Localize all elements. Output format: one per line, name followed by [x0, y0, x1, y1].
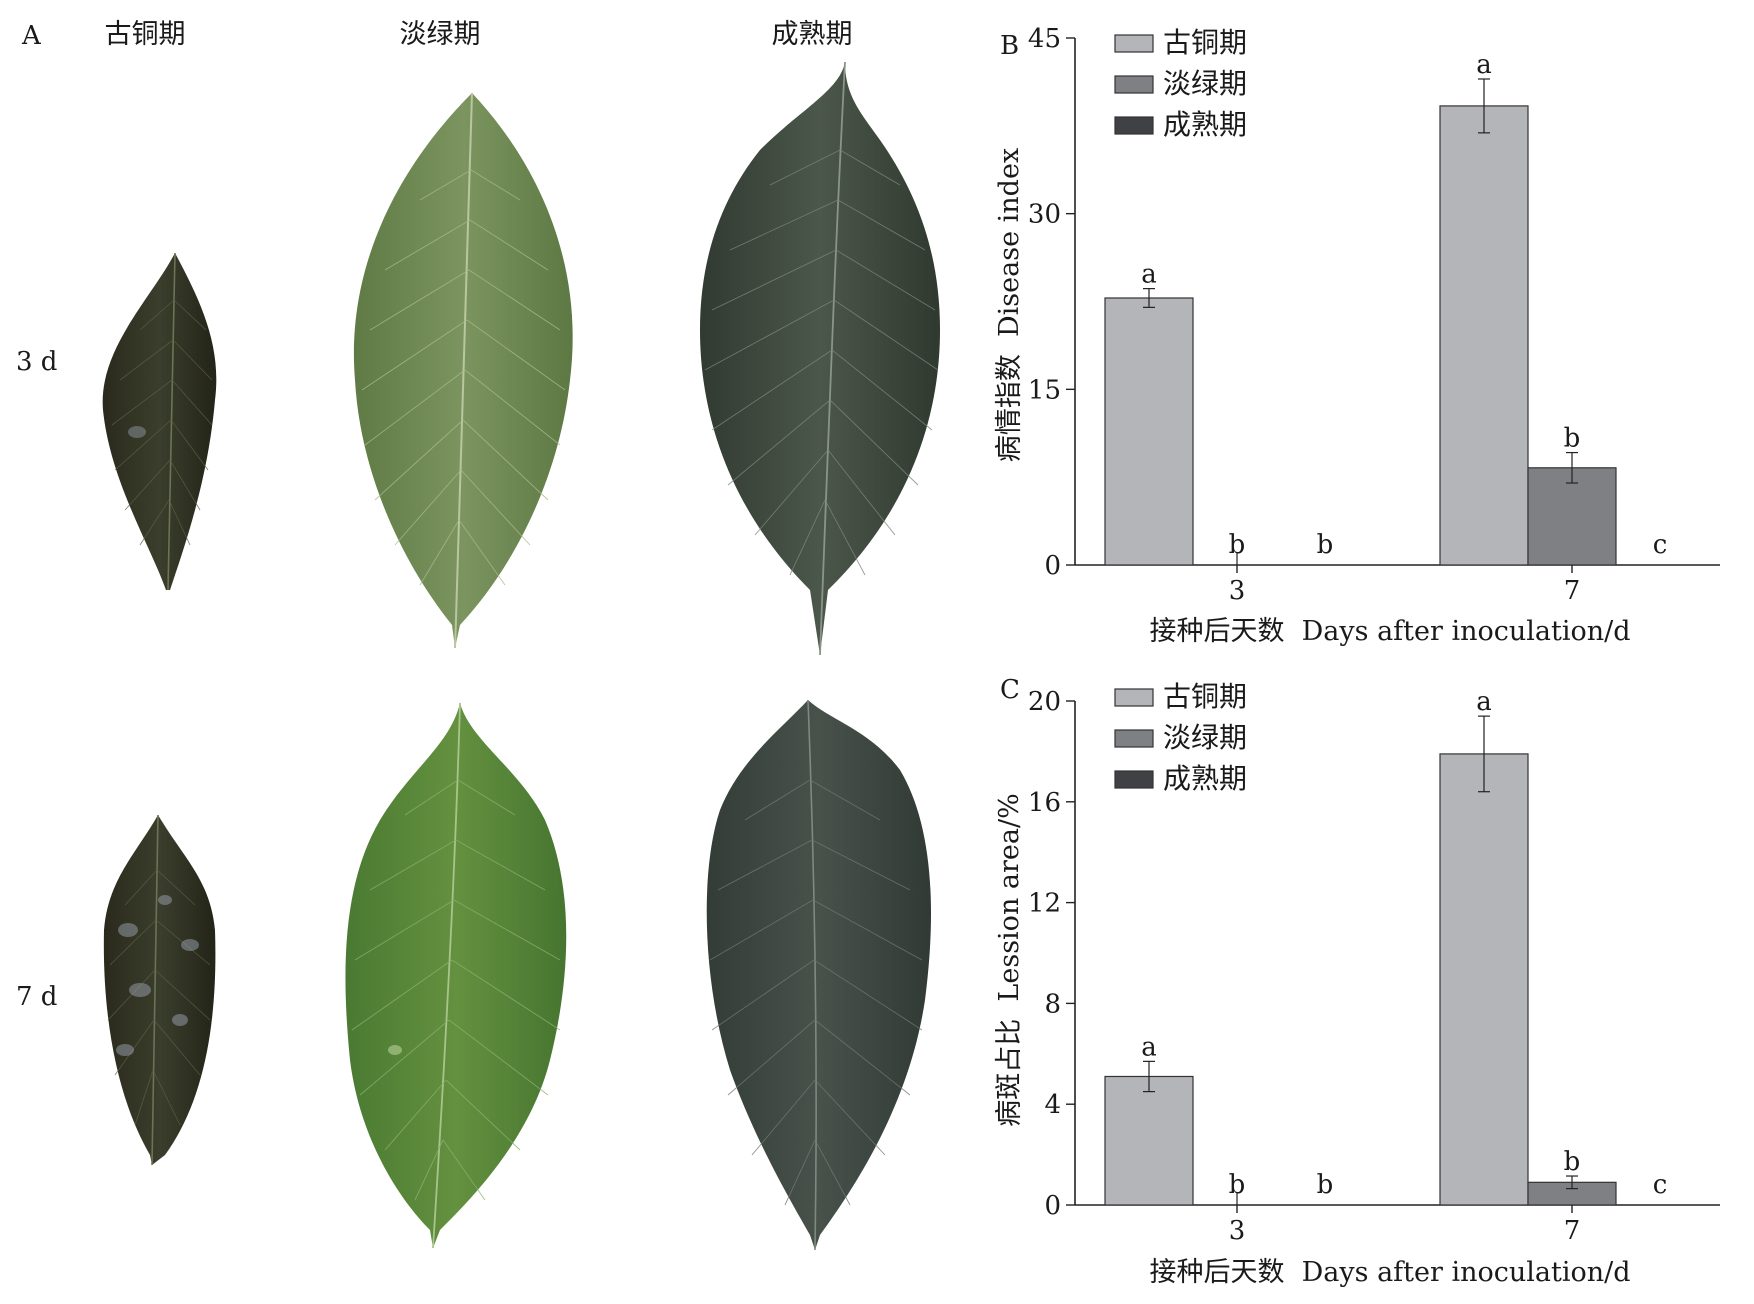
bar-古铜期-3	[1104, 1075, 1194, 1206]
significance-letter: b	[1317, 530, 1334, 560]
legend-swatch-成熟期	[1114, 770, 1154, 789]
panel-label-a: A	[21, 21, 42, 51]
bar-古铜期-7	[1439, 105, 1529, 566]
leaf-bronze-3d	[102, 252, 217, 591]
x-tick-label: 7	[1564, 576, 1581, 606]
leaf-light-green-7d	[345, 702, 567, 1249]
legend-swatch-古铜期	[1114, 34, 1154, 53]
disease-index-chart: B 0 15 30 45 a b b 3 a b c 7 接种后天数 Days after inocul…	[990, 0, 1754, 660]
legend-label: 古铜期	[1163, 26, 1247, 59]
x-tick-label: 7	[1564, 1216, 1581, 1246]
y-tick-label: 30	[1028, 200, 1061, 230]
legend-swatch-古铜期	[1114, 688, 1154, 707]
legend-label: 古铜期	[1163, 680, 1247, 713]
legend-label: 淡绿期	[1163, 67, 1247, 100]
legend-swatch-成熟期	[1114, 116, 1154, 135]
x-axis-label: 接种后天数 Days after inoculation/d	[1149, 616, 1630, 647]
significance-letter: b	[1564, 424, 1581, 454]
legend-label: 成熟期	[1163, 108, 1247, 141]
significance-letter: b	[1229, 1170, 1246, 1200]
leaf-mature-3d	[700, 61, 940, 656]
y-tick-label: 0	[1044, 551, 1061, 581]
bar-古铜期-3	[1104, 297, 1194, 566]
y-tick-label: 4	[1044, 1090, 1061, 1120]
y-tick-label: 12	[1028, 889, 1061, 919]
significance-letter: b	[1317, 1170, 1334, 1200]
column-label-mature: 成熟期	[772, 19, 853, 50]
significance-letter: a	[1476, 50, 1492, 80]
leaf-photo-panel: A 古铜期 淡绿期 成熟期 3 d 7 d	[16, 19, 940, 1251]
y-axis-label: 病斑占比 Lession area/%	[994, 793, 1025, 1126]
row-label-7d: 7 d	[16, 982, 57, 1012]
significance-letter: b	[1564, 1147, 1581, 1177]
y-tick-label: 20	[1028, 687, 1061, 717]
column-label-light-green: 淡绿期	[400, 19, 481, 50]
y-tick-label: 45	[1028, 24, 1061, 54]
legend-label: 成熟期	[1163, 762, 1247, 795]
lesion-area-chart: C 0 4 8 12 16 20 a b b 3 a b c 7 接种后天数 Days after inoc…	[990, 660, 1754, 1300]
legend-label: 淡绿期	[1163, 721, 1247, 754]
y-axis-label: 病情指数 Disease index	[994, 148, 1025, 462]
x-tick-label: 3	[1229, 1216, 1246, 1246]
column-label-bronze: 古铜期	[105, 19, 186, 50]
x-tick-label: 3	[1229, 576, 1246, 606]
significance-letter: a	[1141, 1032, 1157, 1062]
leaf-mature-7d	[706, 699, 932, 1251]
y-tick-label: 15	[1028, 375, 1061, 405]
bar-淡绿期-7	[1527, 467, 1617, 566]
significance-letter: b	[1229, 530, 1246, 560]
x-axis-label: 接种后天数 Days after inoculation/d	[1149, 1257, 1630, 1288]
leaf-light-green-3d	[353, 92, 573, 649]
bar-古铜期-7	[1439, 753, 1529, 1206]
legend-swatch-淡绿期	[1114, 729, 1154, 748]
row-label-3d: 3 d	[16, 347, 57, 377]
panel-label-b: B	[1000, 31, 1019, 61]
significance-letter: c	[1653, 530, 1668, 560]
panel-label-c: C	[1000, 675, 1020, 705]
legend-swatch-淡绿期	[1114, 75, 1154, 94]
significance-letter: c	[1653, 1170, 1668, 1200]
leaf-bronze-7d	[103, 814, 216, 1166]
y-tick-label: 8	[1044, 989, 1061, 1019]
y-tick-label: 16	[1028, 788, 1061, 818]
y-tick-label: 0	[1044, 1191, 1061, 1221]
significance-letter: a	[1141, 260, 1157, 290]
significance-letter: a	[1476, 687, 1492, 717]
